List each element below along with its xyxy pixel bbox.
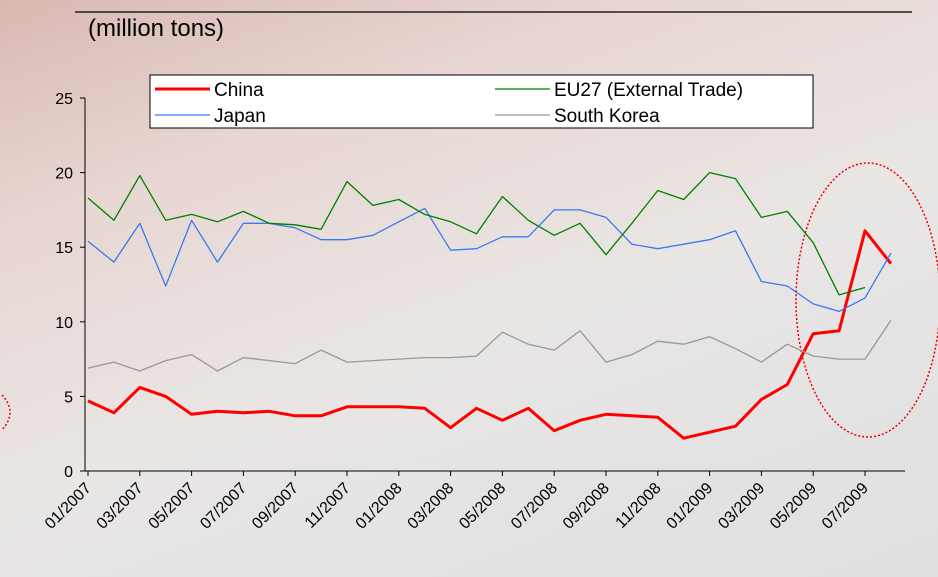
x-tick-label: 07/2009 xyxy=(819,480,872,533)
x-tick-label: 07/2007 xyxy=(197,480,250,533)
y-tick-label: 0 xyxy=(64,464,73,481)
x-tick-label: 05/2008 xyxy=(456,480,509,533)
y-tick-label: 20 xyxy=(55,166,73,183)
x-tick-label: 01/2007 xyxy=(42,480,95,533)
highlight-ellipse xyxy=(795,162,938,438)
x-tick-label: 05/2009 xyxy=(767,480,820,533)
x-tick-label: 03/2009 xyxy=(715,480,768,533)
chart-subtitle: (million tons) xyxy=(88,15,224,42)
x-tick-label: 11/2008 xyxy=(613,480,665,532)
y-tick-label: 15 xyxy=(55,240,73,257)
x-tick-label: 05/2007 xyxy=(146,480,199,533)
legend-box xyxy=(149,74,814,129)
y-tick-label: 25 xyxy=(55,91,73,108)
legend-label: EU27 (External Trade) xyxy=(554,80,743,101)
x-tick-label: 09/2007 xyxy=(249,480,302,533)
legend-label: China xyxy=(214,80,264,101)
series-line xyxy=(87,207,892,313)
x-tick-label: 01/2008 xyxy=(353,480,406,533)
x-tick-label: 09/2008 xyxy=(560,480,613,533)
x-tick-label: 11/2007 xyxy=(302,480,354,532)
y-tick-label: 5 xyxy=(64,389,73,406)
x-tick-label: 01/2009 xyxy=(664,480,717,533)
highlight-ellipse-partial xyxy=(1,394,11,431)
series-line xyxy=(87,319,892,372)
series-line xyxy=(87,229,893,440)
legend-label: Japan xyxy=(214,106,266,127)
legend-label: South Korea xyxy=(554,106,660,127)
x-tick-label: 07/2008 xyxy=(508,480,561,533)
x-tick-label: 03/2007 xyxy=(94,480,147,533)
x-tick-label: 03/2008 xyxy=(405,480,458,533)
series-line xyxy=(87,171,866,296)
y-tick-label: 10 xyxy=(55,315,73,332)
